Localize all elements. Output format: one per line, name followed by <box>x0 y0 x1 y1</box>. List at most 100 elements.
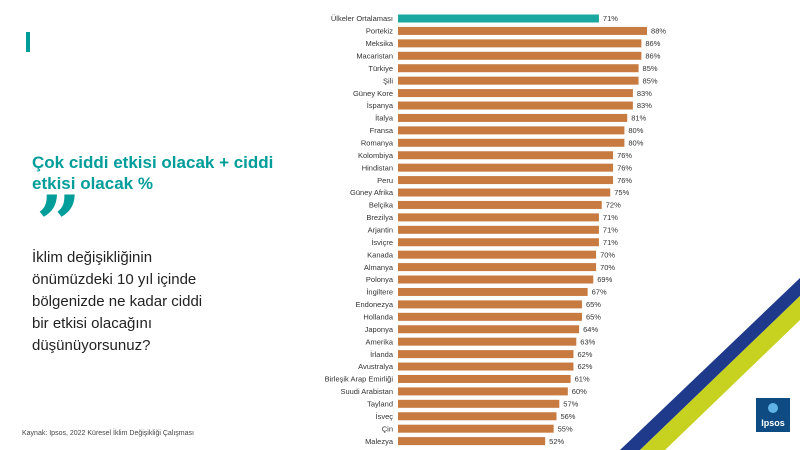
country-bar <box>398 113 628 122</box>
category-label: Fransa <box>370 126 394 135</box>
value-label: 61% <box>575 375 590 384</box>
chart-headline: Çok ciddi etkisi olacak + ciddi etkisi o… <box>32 153 274 193</box>
country-bar <box>398 176 614 185</box>
country-bar <box>398 437 546 446</box>
category-label: Türkiye <box>368 64 393 73</box>
country-bar <box>398 350 574 359</box>
category-label: İngiltere <box>366 288 393 297</box>
category-label: Malezya <box>365 437 394 446</box>
category-label: Meksika <box>365 39 393 48</box>
country-bar <box>398 424 554 433</box>
country-bar <box>398 101 633 110</box>
value-label: 57% <box>563 400 578 409</box>
country-bar <box>398 362 574 371</box>
value-label: 65% <box>586 300 601 309</box>
country-bar <box>398 399 560 408</box>
value-label: 70% <box>600 263 615 272</box>
country-bar <box>398 188 611 197</box>
category-label: Avustralya <box>358 362 394 371</box>
category-label: Amerika <box>365 337 393 346</box>
value-label: 69% <box>597 275 612 284</box>
category-label: Hollanda <box>363 313 393 322</box>
category-label: Japonya <box>365 325 394 334</box>
country-bar <box>398 151 614 160</box>
category-label: Almanya <box>364 263 394 272</box>
value-label: 52% <box>549 437 564 446</box>
value-label: 76% <box>617 176 632 185</box>
average-bar <box>398 14 599 23</box>
country-bar <box>398 300 582 309</box>
value-label: 60% <box>572 387 587 396</box>
country-bar <box>398 387 568 396</box>
country-bar <box>398 337 577 346</box>
value-label: 72% <box>606 201 621 210</box>
value-label: 80% <box>628 126 643 135</box>
category-label: Macaristan <box>356 51 393 60</box>
category-label: Şili <box>383 76 393 85</box>
value-label: 65% <box>586 313 601 322</box>
category-label: İsveç <box>375 412 393 421</box>
category-label: Güney Kore <box>353 89 393 98</box>
country-bar <box>398 312 582 321</box>
value-label: 71% <box>603 14 618 23</box>
value-label: 67% <box>592 288 607 297</box>
category-label: Güney Afrika <box>350 188 394 197</box>
country-bar <box>398 200 602 209</box>
country-bar <box>398 76 639 85</box>
category-label: Kanada <box>367 250 394 259</box>
value-label: 86% <box>645 39 660 48</box>
country-bar <box>398 412 557 421</box>
value-label: 85% <box>643 64 658 73</box>
category-label: İsviçre <box>371 238 393 247</box>
value-label: 76% <box>617 163 632 172</box>
value-label: 71% <box>603 213 618 222</box>
category-label: Tayland <box>367 400 393 409</box>
category-label: Endonezya <box>355 300 393 309</box>
country-bar <box>398 39 642 48</box>
value-label: 55% <box>558 424 573 433</box>
country-bar <box>398 26 648 35</box>
value-label: 71% <box>603 226 618 235</box>
accent-bar <box>26 32 30 52</box>
category-label: Arjantin <box>368 226 393 235</box>
category-label: Romanya <box>361 139 394 148</box>
value-label: 88% <box>651 27 666 36</box>
country-bar <box>398 89 633 98</box>
category-label: Portekiz <box>366 27 393 36</box>
country-bar <box>398 263 597 272</box>
quote-icon: ” <box>36 179 81 270</box>
value-label: 86% <box>645 51 660 60</box>
country-bar <box>398 374 571 383</box>
country-bar <box>398 138 625 147</box>
country-bar <box>398 287 588 296</box>
value-label: 81% <box>631 114 646 123</box>
category-label: Ülkeler Ortalaması <box>331 14 393 23</box>
category-label: İspanya <box>367 101 394 110</box>
survey-question: İklim değişikliğinin önümüzdeki 10 yıl i… <box>32 249 203 354</box>
country-bar <box>398 51 642 60</box>
value-label: 76% <box>617 151 632 160</box>
country-bar <box>398 64 639 73</box>
value-label: 62% <box>577 362 592 371</box>
category-label: Çin <box>382 424 393 433</box>
value-label: 63% <box>580 337 595 346</box>
logo-text: Ipsos <box>761 418 785 428</box>
category-label: İtalya <box>375 114 394 123</box>
source-note: Kaynak: Ipsos, 2022 Küresel İklim Değişi… <box>22 430 194 437</box>
value-label: 83% <box>637 89 652 98</box>
value-label: 62% <box>577 350 592 359</box>
logo-dot <box>768 403 778 413</box>
category-label: Hindistan <box>362 163 393 172</box>
value-label: 85% <box>643 76 658 85</box>
value-label: 80% <box>628 139 643 148</box>
value-label: 83% <box>637 101 652 110</box>
country-bar <box>398 250 597 259</box>
navy-stripe <box>620 278 800 450</box>
ipsos-logo: Ipsos <box>756 398 790 432</box>
category-label: Birleşik Arap Emirliği <box>325 375 394 384</box>
country-bar <box>398 225 599 234</box>
category-label: Peru <box>377 176 393 185</box>
category-label: Brezilya <box>366 213 394 222</box>
country-bar <box>398 238 599 247</box>
